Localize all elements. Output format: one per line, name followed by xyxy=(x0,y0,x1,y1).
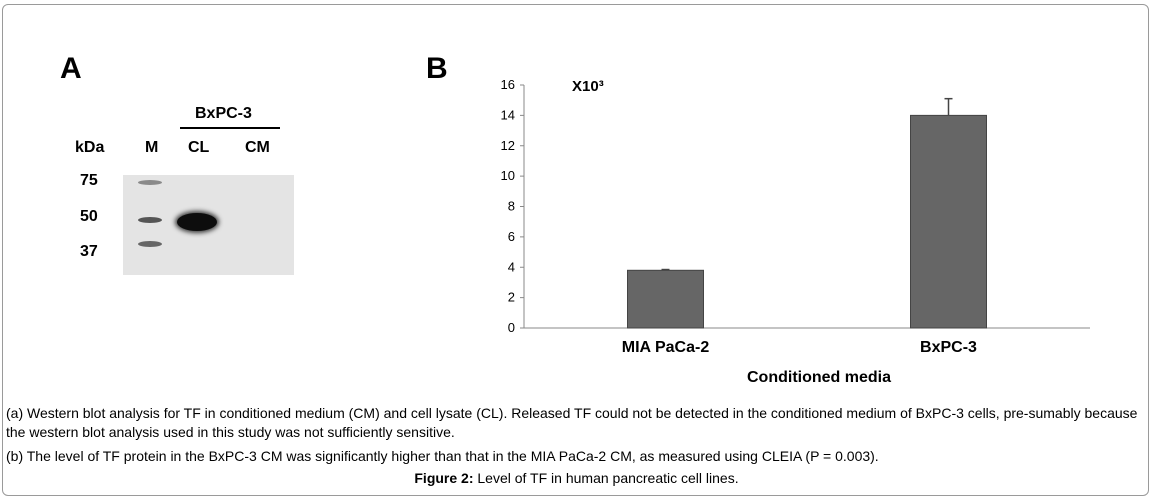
bar-1 xyxy=(627,269,704,329)
y-tick-label: 4 xyxy=(508,259,515,274)
marker-band-50 xyxy=(138,217,162,223)
lane-label-m: M xyxy=(145,139,159,156)
panel-a-letter: A xyxy=(60,52,82,85)
x-category-label: BxPC-3 xyxy=(920,339,977,356)
figure-label: Figure 2: xyxy=(414,470,474,486)
y-tick-label: 8 xyxy=(508,199,515,214)
y-tick-label: 12 xyxy=(501,138,515,153)
lane-label-cm: CM xyxy=(245,139,270,156)
y-tick-label: 14 xyxy=(501,107,515,122)
x-category-label: MIA PaCa-2 xyxy=(622,339,710,356)
marker-band-75 xyxy=(138,180,162,185)
y-multiplier-label: X10³ xyxy=(572,78,604,95)
figure-title: Figure 2: Level of TF in human pancreati… xyxy=(0,470,1153,486)
y-tick-label: 2 xyxy=(508,290,515,305)
bar-chart: 0 2 4 6 8 10 12 14 16 X10³ MIA PaCa-2 BxPC-3 Conditi… xyxy=(501,77,1090,386)
bar-2 xyxy=(910,114,987,329)
cl-band xyxy=(177,213,217,231)
marker-37-label: 37 xyxy=(80,243,98,260)
western-blot-image xyxy=(123,175,294,275)
kda-label: kDa xyxy=(75,139,105,156)
caption-b: (b) The level of TF protein in the BxPC-… xyxy=(6,448,879,464)
figure-text: Level of TF in human pancreatic cell lin… xyxy=(473,470,739,486)
caption-a: (a) Western blot analysis for TF in cond… xyxy=(6,405,1138,440)
marker-75-label: 75 xyxy=(80,172,98,189)
x-axis-title: Conditioned media xyxy=(747,369,891,386)
blot-group-underline xyxy=(180,127,280,129)
blot-group-label: BxPC-3 xyxy=(195,105,252,122)
marker-50-label: 50 xyxy=(80,208,98,225)
panel-b-letter: B xyxy=(426,52,448,85)
y-tick-label: 10 xyxy=(501,168,515,183)
y-tick-label: 0 xyxy=(508,320,515,335)
y-tick-label: 16 xyxy=(501,77,515,92)
y-tick-label: 6 xyxy=(508,229,515,244)
figure-frame xyxy=(2,4,1149,496)
marker-band-37 xyxy=(138,241,162,247)
lane-label-cl: CL xyxy=(188,139,210,156)
